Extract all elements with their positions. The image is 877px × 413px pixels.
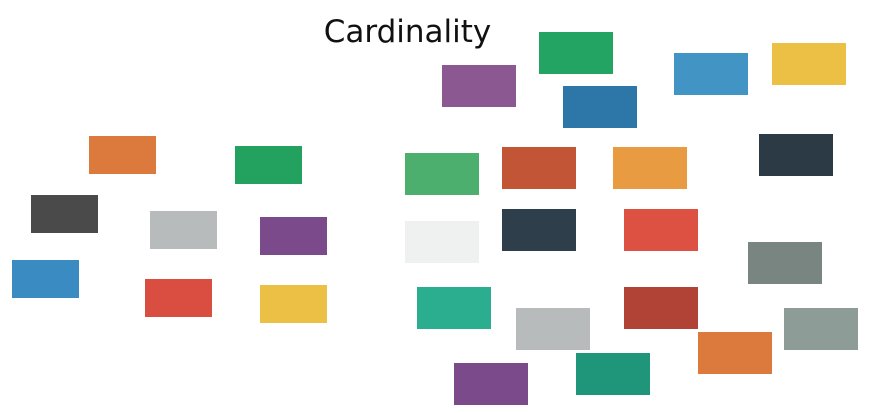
left-block-yellow xyxy=(260,285,327,323)
left-block-blue xyxy=(12,260,79,298)
right-block-navy-top xyxy=(759,134,833,176)
right-block-blue-light xyxy=(674,53,748,95)
right-block-teal xyxy=(417,287,491,329)
right-block-green-top xyxy=(539,32,613,74)
left-block-silver xyxy=(150,211,217,249)
right-block-brick xyxy=(624,287,698,329)
right-block-orange-light xyxy=(613,147,687,189)
right-block-orange xyxy=(698,332,772,374)
right-block-purple-bottom xyxy=(454,363,528,405)
right-block-yellow xyxy=(772,43,846,85)
right-block-purple-top xyxy=(442,65,516,107)
right-block-navy xyxy=(502,209,576,251)
left-block-orange xyxy=(89,136,156,174)
left-block-darkgray xyxy=(31,195,98,233)
left-block-purple xyxy=(260,217,327,255)
left-block-green xyxy=(235,146,302,184)
right-block-slate xyxy=(748,242,822,284)
right-block-teal-dark xyxy=(576,353,650,395)
left-block-red xyxy=(145,279,212,317)
right-block-blue xyxy=(563,86,637,128)
right-block-white xyxy=(405,221,479,263)
right-block-gray-green xyxy=(784,308,858,350)
right-block-red xyxy=(624,209,698,251)
right-block-rust xyxy=(502,147,576,189)
right-block-green-light xyxy=(405,153,479,195)
title: Cardinality xyxy=(323,14,492,50)
right-block-silver xyxy=(516,308,590,350)
